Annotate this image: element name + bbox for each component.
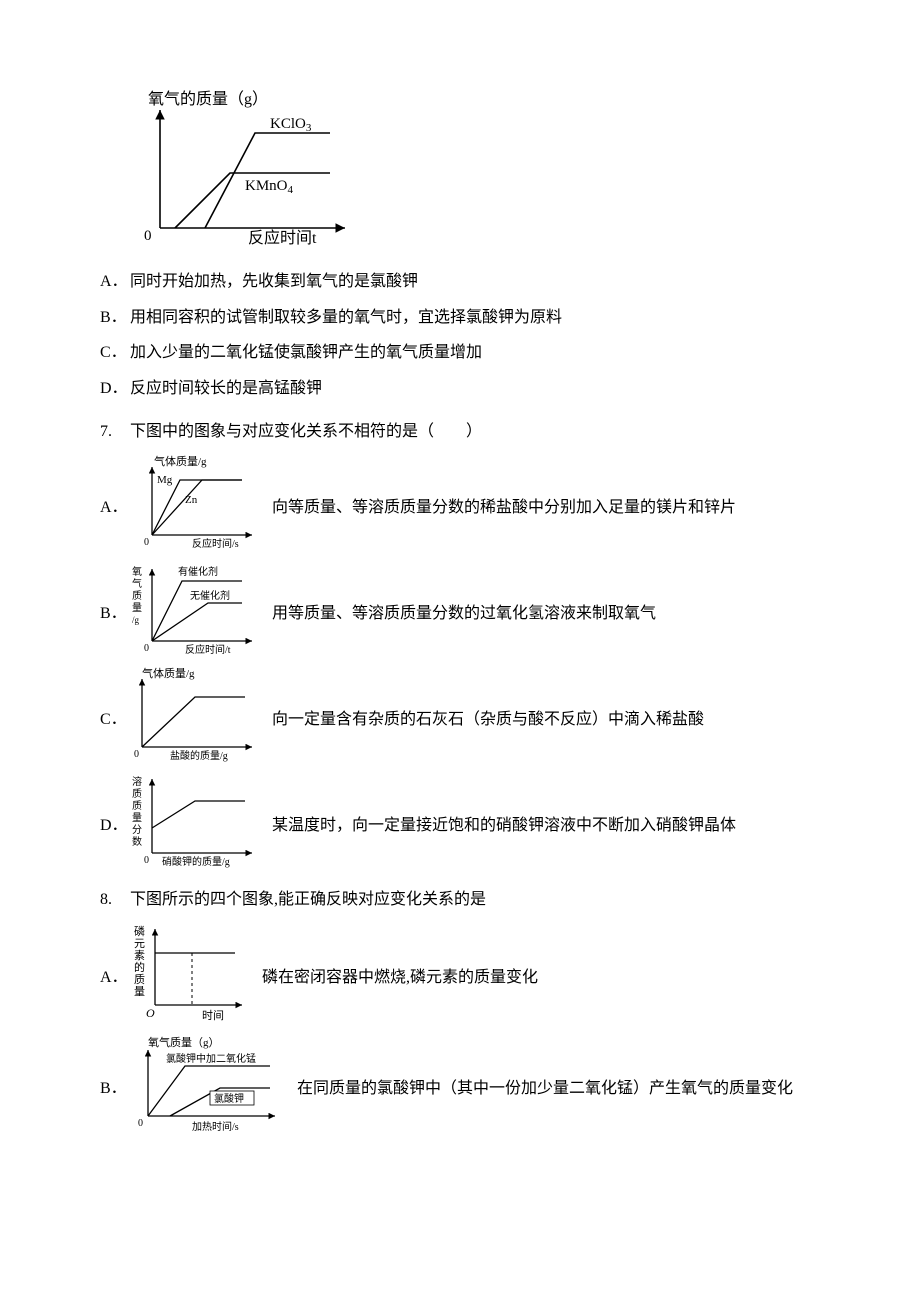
q7c-ylabel: 气体质量/g [142,667,195,680]
q6-chart-svg: 氧气的质量（g） 0 反应时间t KClO3 KMnO4 [130,88,360,248]
option-text: 向等质量、等溶质质量分数的稀盐酸中分别加入足量的镁片和锌片 [272,493,820,517]
page: 氧气的质量（g） 0 反应时间t KClO3 KMnO4 A． 同时开始加热，先… [0,0,920,1205]
question-number: 8. [100,883,130,917]
option-text: 同时开始加热，先收集到氧气的是氯酸钾 [130,265,820,299]
q6-series-0-label: KClO3 [270,116,312,134]
q7b-origin: 0 [144,643,149,654]
q8b-origin: 0 [138,1118,143,1129]
q7c-xlabel: 盐酸的质量/g [170,749,228,762]
q7a-mg: Mg [157,474,173,486]
q7-stem: 7. 下图中的图象与对应变化关系不相符的是（ ） [100,415,820,449]
option-text: 加入少量的二氧化锰使氯酸钾产生的氧气质量增加 [130,336,820,370]
q7a-xlabel: 反应时间/s [192,537,239,550]
option-letter: C． [100,705,130,729]
q7a-zn: Zn [185,494,198,506]
q7a-chart: 气体质量/g 0 反应时间/s Mg Zn [130,455,260,555]
option-letter: D． [100,372,130,406]
q8-option-A: A． 磷 元 素 的 质 量 O 时间 磷在密闭容器中燃烧,磷元素的质量变化 [100,923,820,1028]
q8b-xlabel: 加热时间/s [192,1120,239,1133]
q7b-yl5: /g [132,615,140,625]
q8a-yl2: 元 [134,938,145,950]
option-letter: B． [100,599,130,623]
q8a-yl5: 质 [134,973,145,986]
q7b-chart: 氧 气 质 量 /g 0 反应时间/t 有催化剂 无催化剂 [130,561,260,661]
q7-option-C: C． 气体质量/g 0 盐酸的质量/g 向一定量含有杂质的石灰石（杂质与酸不反应… [100,667,820,767]
q7b-s1: 无催化剂 [190,589,230,602]
option-text: 磷在密闭容器中燃烧,磷元素的质量变化 [262,963,820,987]
q7d-yl4: 量 [132,812,142,824]
question-text: 下图中的图象与对应变化关系不相符的是（ ） [130,415,482,449]
option-letter: C． [100,336,130,370]
q8-stem: 8. 下图所示的四个图象,能正确反映对应变化关系的是 [100,883,820,917]
question-number: 7. [100,415,130,449]
option-text: 用等质量、等溶质质量分数的过氧化氢溶液来制取氧气 [272,599,820,623]
q8-option-B: B． 氧气质量（g） 0 加热时间/s 氯酸钾中加二氧化锰 氯酸钾 在同质量的氯… [100,1034,820,1139]
q8b-s0: 氯酸钾中加二氧化锰 [166,1052,256,1065]
q7d-origin: 0 [144,855,149,866]
q8a-chart: 磷 元 素 的 质 量 O 时间 [130,923,250,1028]
q7d-chart: 溶 质 质 量 分 数 0 硝酸钾的质量/g [130,773,260,873]
q7b-s0: 有催化剂 [178,565,218,578]
q6-chart: 氧气的质量（g） 0 反应时间t KClO3 KMnO4 [130,88,820,253]
q7a-ylabel: 气体质量/g [154,455,207,468]
q8a-yl4: 的 [134,960,145,974]
q8a-yl1: 磷 [134,925,145,938]
question-text: 下图所示的四个图象,能正确反映对应变化关系的是 [130,883,486,917]
q6-option-C: C． 加入少量的二氧化锰使氯酸钾产生的氧气质量增加 [100,336,820,370]
option-letter: B． [100,1074,130,1098]
q7-option-B: B． 氧 气 质 量 /g 0 反应时间/t 有催化剂 无催化剂 [100,561,820,661]
q7d-yl5: 分 [132,824,142,836]
q7a-origin: 0 [144,537,149,548]
option-text: 向一定量含有杂质的石灰石（杂质与酸不反应）中滴入稀盐酸 [272,705,820,729]
option-letter: A． [100,265,130,299]
q6-origin: 0 [144,228,152,244]
q7b-yl4: 量 [132,602,142,614]
q6-xlabel: 反应时间t [248,228,317,247]
q6-option-D: D． 反应时间较长的是高锰酸钾 [100,372,820,406]
q7b-yl3: 质 [132,590,142,602]
q8b-s1: 氯酸钾 [214,1092,244,1105]
q7-option-D: D． 溶 质 质 量 分 数 0 硝酸钾的质量/g 某温度时，向一定量接近饱和的… [100,773,820,873]
q6-ylabel: 氧气的质量（g） [148,90,268,108]
option-letter: B． [100,301,130,335]
q7d-yl6: 数 [132,835,142,848]
option-text: 在同质量的氯酸钾中（其中一份加少量二氧化锰）产生氧气的质量变化 [297,1074,820,1098]
option-text: 某温度时，向一定量接近饱和的硝酸钾溶液中不断加入硝酸钾晶体 [272,811,820,835]
q7d-yl1: 溶 [132,775,142,788]
q7b-xlabel: 反应时间/t [185,643,231,656]
q7b-yl1: 氧 [132,565,142,578]
q7-option-A: A． 气体质量/g 0 反应时间/s Mg Zn 向等质量、等溶质质量分数的稀盐… [100,455,820,555]
option-text: 反应时间较长的是高锰酸钾 [130,372,820,406]
q8a-yl6: 量 [134,985,145,998]
option-letter: D． [100,811,130,835]
q6-series-1-label: KMnO4 [245,178,294,196]
q8b-chart: 氧气质量（g） 0 加热时间/s 氯酸钾中加二氧化锰 氯酸钾 [130,1034,285,1139]
q7c-chart: 气体质量/g 0 盐酸的质量/g [130,667,260,767]
q6-option-A: A． 同时开始加热，先收集到氧气的是氯酸钾 [100,265,820,299]
q8a-xlabel: 时间 [202,1009,224,1022]
option-text: 用相同容积的试管制取较多量的氧气时，宜选择氯酸钾为原料 [130,301,820,335]
q7d-yl3: 质 [132,800,142,812]
q8a-yl3: 素 [134,949,145,962]
option-letter: A． [100,963,130,987]
q7c-origin: 0 [134,749,139,760]
q8a-origin: O [146,1006,155,1020]
option-letter: A． [100,493,130,517]
q7b-yl2: 气 [132,577,142,590]
q6-option-B: B． 用相同容积的试管制取较多量的氧气时，宜选择氯酸钾为原料 [100,301,820,335]
q7d-yl2: 质 [132,788,142,800]
q8b-ylabel: 氧气质量（g） [148,1035,220,1049]
q7d-xlabel: 硝酸钾的质量/g [162,855,230,868]
